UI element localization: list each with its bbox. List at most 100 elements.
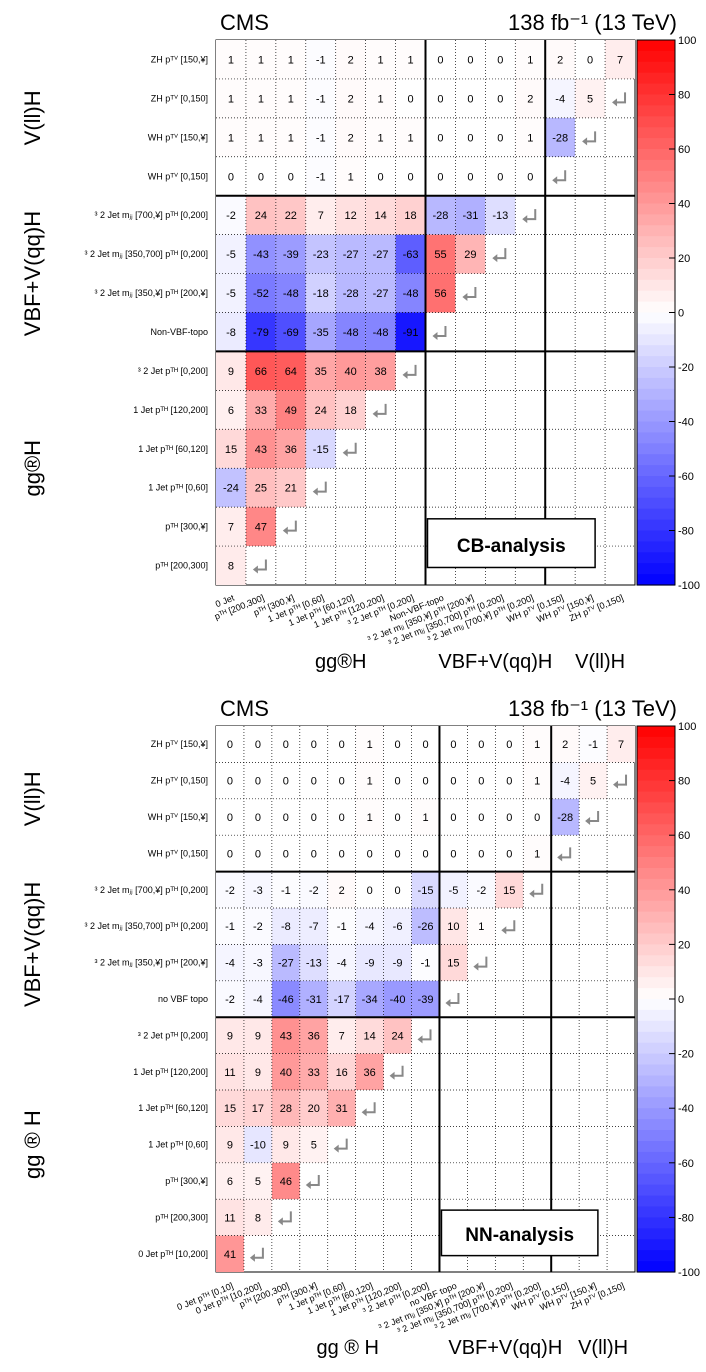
heatmap-cell xyxy=(365,40,396,79)
cell-value: 1 xyxy=(288,93,294,105)
heatmap-cell xyxy=(245,117,276,157)
cell-value: 0 xyxy=(255,812,261,824)
heatmap-cell xyxy=(395,234,426,274)
cell-value: -23 xyxy=(313,249,329,261)
heatmap-cell xyxy=(243,871,272,908)
heatmap-cell xyxy=(355,908,384,945)
heatmap-cell xyxy=(495,762,524,799)
cell-value: 1 xyxy=(407,132,413,144)
colorbar-segment xyxy=(637,421,675,433)
colorbar-tick-label: 20 xyxy=(678,939,690,951)
colorbar-segment xyxy=(637,835,675,847)
heatmap-cell xyxy=(245,195,276,235)
colorbar-segment xyxy=(637,1173,675,1186)
heatmap-cell xyxy=(383,762,412,799)
heatmap-cell xyxy=(485,78,516,118)
cell-value: 7 xyxy=(228,522,234,534)
heatmap-cell xyxy=(271,1090,300,1127)
y-tick-label: pᵀᴴ [300,¥] xyxy=(165,1176,208,1186)
cell-value: 1 xyxy=(228,132,234,144)
colorbar-segment xyxy=(637,203,675,215)
heatmap-cell xyxy=(245,312,276,352)
heatmap-cell xyxy=(216,156,246,196)
colorbar-tick-label: 20 xyxy=(678,253,690,265)
cell-value: 36 xyxy=(308,1030,320,1042)
heatmap-cell xyxy=(327,908,356,945)
cell-value: 0 xyxy=(283,776,289,788)
cell-value: 43 xyxy=(255,444,267,456)
cell-value: -69 xyxy=(283,327,299,339)
cell-value: -34 xyxy=(362,994,378,1006)
cell-value: -31 xyxy=(306,994,322,1006)
cell-value: 0 xyxy=(450,848,456,860)
heatmap-panel-1: CMS 138 fb⁻¹ (13 TeV)1 1 1 -1 2 1 1 0 0 0 1 2 0 71 1 1 -1… xyxy=(20,10,700,673)
y-tick-label: 1 Jet pᵀᴴ [120,200] xyxy=(133,405,208,415)
heatmap-cell xyxy=(271,726,300,763)
heatmap-cell xyxy=(243,1053,272,1090)
cell-value: -10 xyxy=(250,1140,266,1152)
cell-value: -4 xyxy=(560,776,570,788)
cell-value: 0 xyxy=(395,776,401,788)
cell-value: 6 xyxy=(228,405,234,417)
colorbar-segment xyxy=(637,988,675,1000)
heatmap-cell xyxy=(243,908,272,945)
cell-value: 0 xyxy=(437,171,443,183)
cell-value: -1 xyxy=(225,921,235,933)
colorbar-tick-label: 80 xyxy=(678,776,690,788)
heatmap-cell xyxy=(216,1126,244,1163)
cell-value: 17 xyxy=(252,1103,264,1115)
heatmap-cell xyxy=(425,156,456,196)
colorbar-segment xyxy=(637,1130,675,1142)
cell-value: 40 xyxy=(345,366,357,378)
heatmap-cell xyxy=(243,980,272,1018)
heatmap-cell xyxy=(545,117,576,157)
colorbar-segment xyxy=(637,105,675,117)
colorbar-segment xyxy=(637,258,675,270)
heatmap-cell xyxy=(299,726,328,763)
heatmap-cell xyxy=(425,234,456,274)
heatmap-cell xyxy=(395,156,426,196)
y-tick-label: WH pᵀⱽ [0,150] xyxy=(148,171,208,181)
y-tick-label: pᵀᴴ [200,300] xyxy=(155,561,208,571)
cell-value: 0 xyxy=(255,776,261,788)
colorbar-segment xyxy=(637,40,675,52)
heatmap-cell xyxy=(411,944,440,981)
heatmap-cell xyxy=(299,835,328,872)
heatmap-cell xyxy=(216,762,244,799)
heatmap-cell xyxy=(467,908,496,945)
luminosity-label: 138 fb⁻¹ (13 TeV) xyxy=(508,696,677,721)
colorbar-segment xyxy=(637,1031,675,1044)
colorbar-segment xyxy=(637,1064,675,1077)
colorbar-segment xyxy=(637,726,675,738)
cell-value: 0 xyxy=(506,812,512,824)
x-group-label: V(ll)H xyxy=(578,1337,628,1359)
heatmap-cell xyxy=(243,1126,272,1163)
heatmap-cell xyxy=(216,468,246,508)
heatmap-cell xyxy=(305,429,336,469)
diagonal-arrow-icon xyxy=(305,1175,320,1189)
cell-value: 64 xyxy=(285,366,297,378)
cell-value: 0 xyxy=(527,171,533,183)
cell-value: 0 xyxy=(255,848,261,860)
cell-value: 0 xyxy=(283,812,289,824)
cell-value: 0 xyxy=(367,848,373,860)
colorbar-segment xyxy=(637,999,675,1011)
cell-value: 1 xyxy=(288,132,294,144)
cell-value: 1 xyxy=(378,132,384,144)
y-tick-label: ZH pᵀⱽ [150,¥] xyxy=(151,739,208,749)
cell-value: 24 xyxy=(315,405,327,417)
diagonal-arrow-icon xyxy=(462,287,477,302)
cell-value: 1 xyxy=(367,776,373,788)
colorbar-segment xyxy=(637,476,675,488)
colorbar-segment xyxy=(637,486,675,499)
heatmap-cell xyxy=(271,835,300,872)
y-tick-label: no VBF topo xyxy=(158,994,208,1004)
cell-value: 33 xyxy=(308,1067,320,1079)
cell-value: -35 xyxy=(313,327,329,339)
diagonal-arrow-icon xyxy=(312,481,327,496)
colorbar-tick-label: 0 xyxy=(678,994,684,1006)
cell-value: 28 xyxy=(280,1103,292,1115)
heatmap-cell xyxy=(243,1199,272,1236)
heatmap-cell xyxy=(305,273,336,313)
heatmap-cell xyxy=(355,1053,384,1090)
